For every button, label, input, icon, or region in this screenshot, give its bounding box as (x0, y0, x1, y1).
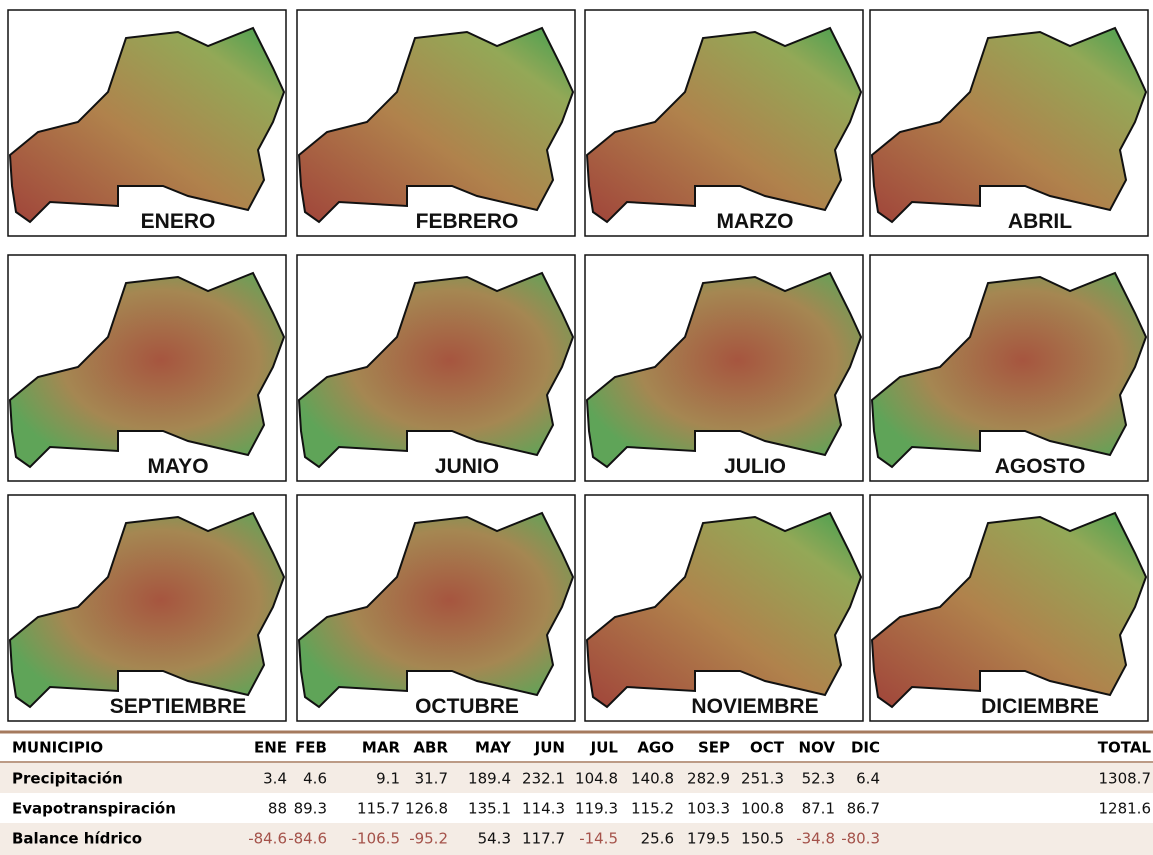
table-cell: 115.2 (631, 800, 674, 818)
table-cell: 88 (268, 800, 287, 818)
column-header: TOTAL (1098, 739, 1152, 757)
row-label: Balance hídrico (12, 830, 142, 848)
table-cell: 103.3 (687, 800, 730, 818)
table-cell: 3.4 (263, 770, 287, 788)
column-header: MAY (475, 739, 512, 757)
month-label: NOVIEMBRE (691, 695, 818, 718)
column-header: NOV (798, 739, 835, 757)
table-cell: -95.2 (409, 830, 448, 848)
map-panel: MAYO (8, 255, 286, 481)
column-header: FEB (295, 739, 327, 757)
map-panel: ABRIL (870, 10, 1148, 236)
table-cell: 251.3 (741, 770, 784, 788)
month-label: SEPTIEMBRE (110, 695, 247, 718)
table-cell: 89.3 (294, 800, 327, 818)
table-cell: 86.7 (847, 800, 880, 818)
map-panel: MARZO (585, 10, 863, 236)
column-header: DIC (851, 739, 880, 757)
month-label: AGOSTO (995, 455, 1086, 478)
table-cell: 150.5 (741, 830, 784, 848)
row-label: Evapotranspiración (12, 800, 176, 818)
figure: ENEROFEBREROMARZOABRILMAYOJUNIOJULIOAGOS… (0, 0, 1153, 855)
table-cell: 1308.7 (1099, 770, 1152, 788)
table-cell: 115.7 (357, 800, 400, 818)
table-cell: 140.8 (631, 770, 674, 788)
month-label: JUNIO (435, 455, 499, 478)
month-label: DICIEMBRE (981, 695, 1099, 718)
table-cell: 104.8 (575, 770, 618, 788)
page: ENEROFEBREROMARZOABRILMAYOJUNIOJULIOAGOS… (0, 0, 1153, 855)
table-cell: -106.5 (352, 830, 400, 848)
table-cell: 25.6 (641, 830, 674, 848)
table-cell: 52.3 (802, 770, 835, 788)
month-label: ENERO (141, 210, 216, 233)
month-label: OCTUBRE (415, 695, 519, 718)
map-panel: AGOSTO (870, 255, 1148, 481)
table-cell: 117.7 (522, 830, 565, 848)
column-header: ENE (254, 739, 287, 757)
table-cell: 179.5 (687, 830, 730, 848)
table-cell: 4.6 (303, 770, 327, 788)
table-cell: 6.4 (856, 770, 880, 788)
column-header: JUN (534, 739, 565, 757)
table-cell: 189.4 (468, 770, 511, 788)
column-header: JUL (590, 739, 619, 757)
month-label: MAYO (147, 455, 208, 478)
map-panels: ENERO FEBRERO MARZO ABRIL MAYO JUNIO JULIO AGOS… (8, 10, 1148, 721)
column-header: AGO (637, 739, 674, 757)
table-cell: 31.7 (415, 770, 448, 788)
month-label: ABRIL (1008, 210, 1072, 233)
month-label: JULIO (724, 455, 786, 478)
table-cell: 282.9 (687, 770, 730, 788)
column-header: MAR (362, 739, 401, 757)
column-header: ABR (413, 739, 448, 757)
data-table: MUNICIPIO ENE FEB MAR ABR MAY JUN JUL AGO SEP OCT N… (0, 732, 1153, 855)
row-label: Precipitación (12, 770, 123, 788)
table-cell: 87.1 (802, 800, 835, 818)
table-cell: 9.1 (376, 770, 400, 788)
table-cell: 100.8 (741, 800, 784, 818)
map-panel: ENERO (8, 10, 286, 236)
table-cell: 126.8 (405, 800, 448, 818)
table-cell: -14.5 (579, 830, 618, 848)
column-header: SEP (698, 739, 730, 757)
column-header: OCT (750, 739, 785, 757)
map-panel: DICIEMBRE (870, 495, 1148, 721)
table-cell: 119.3 (575, 800, 618, 818)
table-cell: -80.3 (841, 830, 880, 848)
map-panel: FEBRERO (297, 10, 575, 236)
month-label: MARZO (717, 210, 794, 233)
map-panel: OCTUBRE (297, 495, 575, 721)
map-panel: JUNIO (297, 255, 575, 481)
table-cell: 54.3 (478, 830, 511, 848)
table-cell: 114.3 (522, 800, 565, 818)
table-cell: 232.1 (522, 770, 565, 788)
table-cell: -34.8 (796, 830, 835, 848)
month-label: FEBRERO (416, 210, 519, 233)
row-band (0, 823, 1153, 855)
table-cell: -84.6 (248, 830, 287, 848)
column-header: MUNICIPIO (12, 739, 103, 757)
table-cell: 135.1 (468, 800, 511, 818)
map-panel: JULIO (585, 255, 863, 481)
table-cell: 1281.6 (1099, 800, 1152, 818)
map-panel: SEPTIEMBRE (8, 495, 286, 721)
table-cell: -84.6 (288, 830, 327, 848)
map-panel: NOVIEMBRE (585, 495, 863, 721)
